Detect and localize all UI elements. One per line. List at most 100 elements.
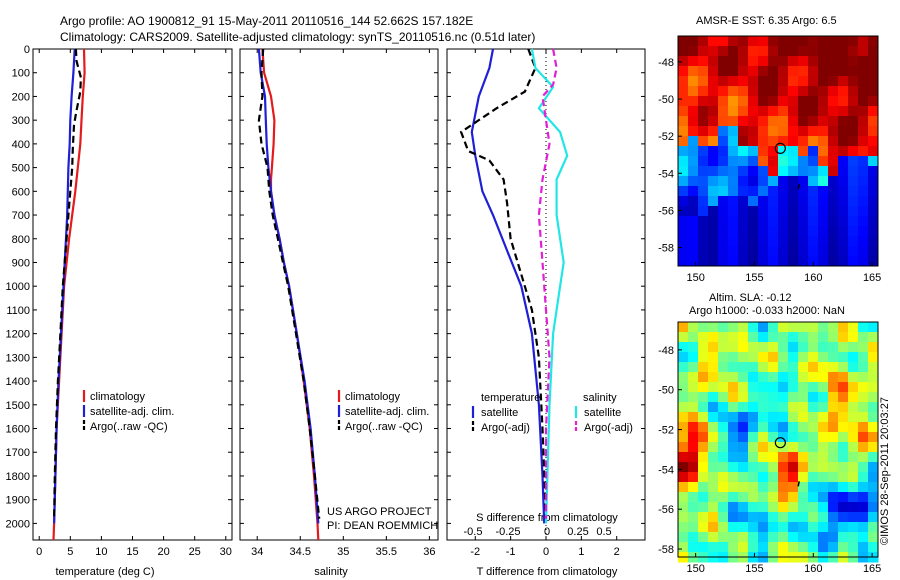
map-cell xyxy=(748,482,759,493)
map-cell xyxy=(688,362,699,373)
map-cell xyxy=(738,176,749,187)
map-cell xyxy=(858,46,869,57)
map-cell xyxy=(708,502,719,513)
map-cell xyxy=(798,46,809,57)
map-cell xyxy=(868,462,879,473)
map-cell xyxy=(748,206,759,217)
map-cell xyxy=(848,352,859,363)
map-cell xyxy=(718,382,729,393)
map-x-tick-label: 160 xyxy=(804,563,822,575)
map-cell xyxy=(868,362,879,373)
x-tick-label: 0 xyxy=(543,546,549,558)
map-cell xyxy=(858,36,869,47)
y-tick-label: 600 xyxy=(12,186,30,198)
map-cell xyxy=(728,126,739,137)
map-cell xyxy=(738,392,749,403)
difference-axes-box xyxy=(446,48,646,541)
map-cell xyxy=(728,246,739,257)
map-cell xyxy=(738,532,749,543)
map-cell xyxy=(778,432,789,443)
map-cell xyxy=(788,452,799,463)
map-cell xyxy=(838,46,849,57)
map-cell xyxy=(788,412,799,423)
map-cell xyxy=(858,342,869,353)
map-cell xyxy=(718,56,729,67)
map-cell xyxy=(708,36,719,47)
map-cell xyxy=(788,332,799,343)
map-cell xyxy=(678,156,689,167)
map-cell xyxy=(848,246,859,257)
map-cell xyxy=(768,402,779,413)
map-cell xyxy=(788,532,799,543)
map-cell xyxy=(718,236,729,247)
map-cell xyxy=(748,382,759,393)
map-cell xyxy=(728,432,739,443)
sla-map-title-line1: Altim. SLA: -0.12 xyxy=(709,292,792,304)
map-cell xyxy=(858,236,869,247)
map-cell xyxy=(708,216,719,227)
map-cell xyxy=(758,472,769,483)
map-cell xyxy=(738,502,749,513)
map-cell xyxy=(688,46,699,57)
map-cell xyxy=(738,196,749,207)
legend-label: Argo(-adj) xyxy=(481,422,530,434)
map-cell xyxy=(688,226,699,237)
map-cell xyxy=(678,106,689,117)
map-cell xyxy=(678,392,689,403)
map-cell xyxy=(698,532,709,543)
map-cell xyxy=(738,246,749,257)
map-cell xyxy=(838,352,849,363)
map-cell xyxy=(818,256,829,267)
map-cell xyxy=(858,522,869,533)
map-cell xyxy=(798,56,809,67)
map-cell xyxy=(738,106,749,117)
map-cell xyxy=(868,522,879,533)
map-cell xyxy=(828,442,839,453)
map-cell xyxy=(788,66,799,77)
map-cell xyxy=(678,342,689,353)
map-cell xyxy=(788,226,799,237)
map-cell xyxy=(868,136,879,147)
map-cell xyxy=(788,136,799,147)
map-cell xyxy=(848,226,859,237)
map-cell xyxy=(748,76,759,87)
map-cell xyxy=(758,46,769,57)
map-cell xyxy=(738,442,749,453)
map-cell xyxy=(688,176,699,187)
map-cell xyxy=(678,186,689,197)
legend-label: Argo(..raw -QC) xyxy=(90,421,168,433)
map-cell xyxy=(848,176,859,187)
map-cell xyxy=(848,206,859,217)
map-cell xyxy=(828,402,839,413)
map-cell xyxy=(758,66,769,77)
x-tick-label: 1 xyxy=(578,546,584,558)
map-cell xyxy=(778,542,789,553)
map-cell xyxy=(788,216,799,227)
map-cell xyxy=(848,46,859,57)
map-cell xyxy=(698,492,709,503)
map-cell xyxy=(808,352,819,363)
y-tick-label: 1400 xyxy=(6,376,30,388)
map-cell xyxy=(738,96,749,107)
map-cell xyxy=(718,532,729,543)
map-cell xyxy=(698,236,709,247)
map-cell xyxy=(708,352,719,363)
map-cell xyxy=(858,126,869,137)
map-cell xyxy=(798,472,809,483)
map-cell xyxy=(868,106,879,117)
map-cell xyxy=(758,332,769,343)
map-cell xyxy=(738,462,749,473)
map-cell xyxy=(848,66,859,77)
map-cell xyxy=(778,216,789,227)
map-cell xyxy=(718,322,729,333)
map-cell xyxy=(828,452,839,463)
temperature-argo-adj--line xyxy=(459,48,548,519)
map-cell xyxy=(748,116,759,127)
map-cell xyxy=(808,106,819,117)
map-cell xyxy=(778,226,789,237)
map-cell xyxy=(758,412,769,423)
map-cell xyxy=(818,422,829,433)
map-cell xyxy=(868,392,879,403)
map-cell xyxy=(768,512,779,523)
map-cell xyxy=(758,522,769,533)
